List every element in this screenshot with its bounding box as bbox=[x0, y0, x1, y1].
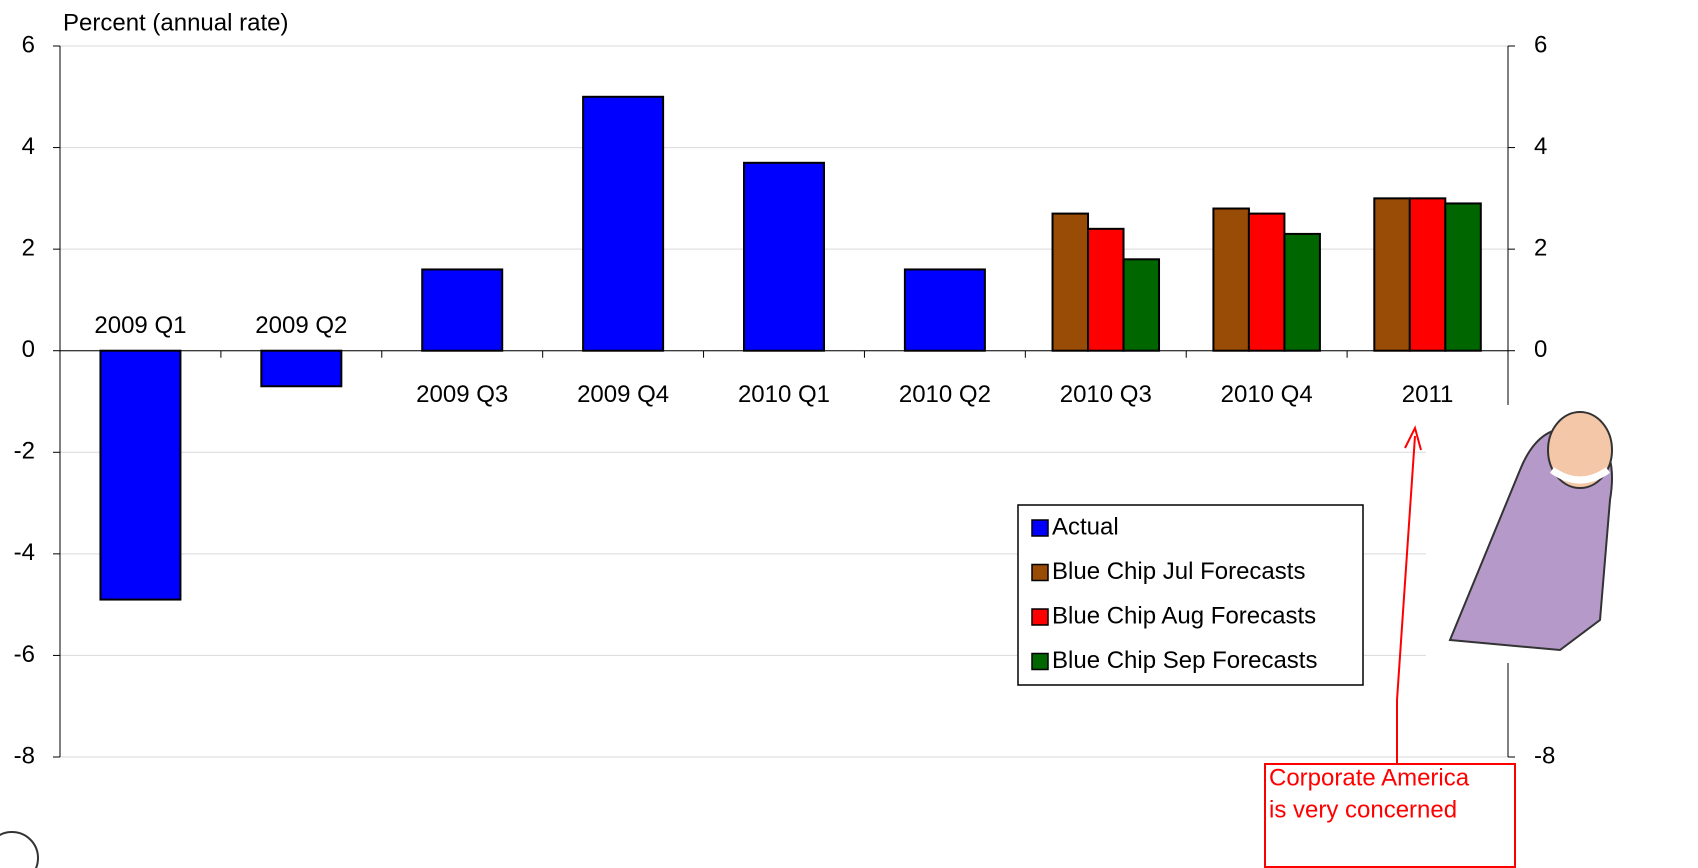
bar bbox=[422, 269, 502, 350]
bar bbox=[1213, 209, 1249, 351]
bar bbox=[1088, 229, 1124, 351]
y-axis-label: Percent (annual rate) bbox=[63, 9, 288, 36]
y-tick-label: 0 bbox=[22, 336, 35, 363]
x-tick-label: 2010 Q2 bbox=[899, 381, 991, 408]
y2-tick-label: -8 bbox=[1534, 742, 1555, 769]
seal bbox=[0, 832, 38, 868]
page: {"chart_data": {"type": "bar", "y_axis_l… bbox=[0, 0, 1698, 868]
y-tick-label: -6 bbox=[14, 641, 35, 668]
legend-swatch bbox=[1032, 520, 1048, 536]
bar bbox=[1410, 198, 1446, 350]
legend-swatch bbox=[1032, 609, 1048, 625]
y2-tick-label: 2 bbox=[1534, 234, 1547, 261]
y2-tick-label: 4 bbox=[1534, 133, 1547, 160]
y-tick-label: 6 bbox=[22, 31, 35, 58]
bar bbox=[1124, 259, 1160, 350]
bar bbox=[744, 163, 824, 351]
illustration bbox=[1426, 405, 1698, 663]
legend-label: Blue Chip Sep Forecasts bbox=[1052, 647, 1317, 674]
x-tick-label: 2010 Q1 bbox=[738, 381, 830, 408]
legend-label: Blue Chip Jul Forecasts bbox=[1052, 558, 1305, 585]
bar bbox=[583, 97, 663, 351]
y-tick-label: 2 bbox=[22, 234, 35, 261]
x-tick-label: 2009 Q4 bbox=[577, 381, 669, 408]
legend-label: Blue Chip Aug Forecasts bbox=[1052, 602, 1316, 629]
bar bbox=[1284, 234, 1320, 351]
x-tick-label: 2010 Q4 bbox=[1221, 381, 1313, 408]
chart: Percent (annual rate) -8-6-4-20246-8-6-4… bbox=[0, 0, 1698, 868]
legend-label: Actual bbox=[1052, 513, 1119, 540]
x-tick-label: 2009 Q1 bbox=[94, 312, 186, 339]
legend-swatch bbox=[1032, 654, 1048, 670]
x-tick-label: 2009 Q2 bbox=[255, 312, 347, 339]
y2-tick-label: 0 bbox=[1534, 336, 1547, 363]
annotation-text: Corporate America bbox=[1269, 764, 1470, 791]
bar bbox=[100, 351, 180, 600]
x-tick-label: 2010 Q3 bbox=[1060, 381, 1152, 408]
bar bbox=[261, 351, 341, 387]
x-tick-label: 2009 Q3 bbox=[416, 381, 508, 408]
bar bbox=[1445, 203, 1481, 350]
y2-tick-label: 6 bbox=[1534, 31, 1547, 58]
annotation-arrow bbox=[1397, 436, 1415, 764]
bar bbox=[1374, 198, 1410, 350]
annotation-arrowhead bbox=[1405, 428, 1421, 450]
y-tick-label: -4 bbox=[14, 539, 35, 566]
bar bbox=[1053, 214, 1089, 351]
legend-swatch bbox=[1032, 565, 1048, 581]
bar bbox=[905, 269, 985, 350]
annotation-text: is very concerned bbox=[1269, 796, 1457, 823]
y-tick-label: 4 bbox=[22, 133, 35, 160]
y-tick-label: -8 bbox=[14, 742, 35, 769]
bar bbox=[1249, 214, 1285, 351]
x-tick-label: 2011 bbox=[1402, 381, 1454, 408]
y-tick-label: -2 bbox=[14, 438, 35, 465]
